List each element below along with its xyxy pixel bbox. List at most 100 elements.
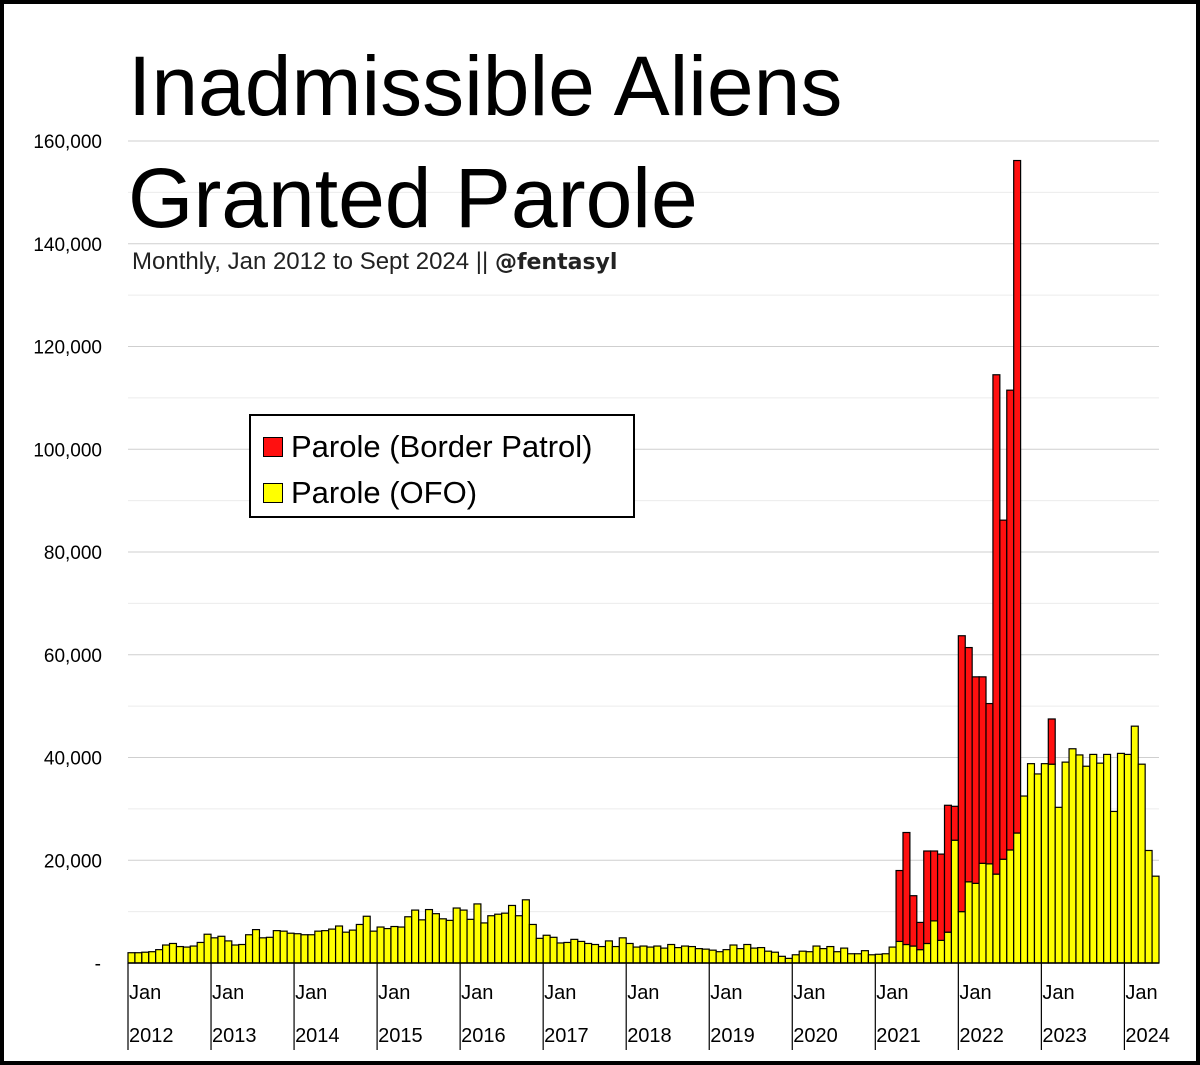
bar-ofo <box>639 945 648 964</box>
x-tick-month-label: Jan <box>876 982 908 1004</box>
x-tick-year-label: 2018 <box>627 1025 672 1047</box>
bar-ofo <box>411 909 420 964</box>
bar-ofo <box>722 949 731 964</box>
chart-subtitle: Monthly, Jan 2012 to Sept 2024 || @fenta… <box>132 248 617 276</box>
bar-ofo <box>404 916 413 964</box>
bar-ofo <box>1054 806 1063 964</box>
bar-ofo <box>279 930 288 964</box>
bar-ofo <box>459 909 468 964</box>
y-tick-label: 80,000 <box>44 543 102 564</box>
bar-ofo <box>597 945 607 964</box>
bar-ofo <box>424 908 434 964</box>
bar-border-patrol <box>1013 159 1022 834</box>
bar-ofo <box>577 940 586 964</box>
bar-ofo <box>680 945 690 964</box>
bar-border-patrol <box>916 921 925 951</box>
bar-ofo <box>258 937 267 964</box>
bar-ofo <box>860 950 869 964</box>
x-tick-year-label: 2021 <box>876 1025 921 1047</box>
bar-ofo <box>418 919 427 964</box>
bar-ofo <box>694 948 703 964</box>
legend-entry-ofo: Parole (OFO) <box>263 470 633 516</box>
x-tick-year-label: 2020 <box>793 1025 838 1047</box>
bar-ofo <box>535 937 544 964</box>
bar-ofo <box>521 899 530 964</box>
x-tick-year-label: 2016 <box>461 1025 506 1047</box>
bar-ofo <box>161 944 171 964</box>
bar-ofo <box>1075 754 1084 964</box>
bar-ofo <box>189 945 198 964</box>
bar-ofo <box>840 947 849 964</box>
bar-ofo <box>943 931 953 964</box>
bar-ofo <box>445 919 454 964</box>
bar-ofo <box>1103 753 1112 964</box>
author-handle: @fentasyl <box>494 250 618 275</box>
bar-ofo <box>210 937 219 964</box>
bar-ofo <box>909 945 918 964</box>
y-tick-label: 160,000 <box>33 132 102 153</box>
bar-ofo <box>888 946 897 964</box>
bar-ofo <box>473 903 482 964</box>
x-tick-year-label: 2022 <box>959 1025 1004 1047</box>
bar-ofo <box>1130 725 1139 964</box>
x-tick-month-label: Jan <box>461 982 493 1004</box>
bar-ofo <box>1068 748 1077 964</box>
chart-legend: Parole (Border Patrol) Parole (OFO) <box>249 414 635 518</box>
bar-ofo <box>736 948 745 964</box>
bar-ofo <box>646 946 655 964</box>
bar-ofo <box>1020 795 1029 964</box>
bar-ofo <box>466 918 475 964</box>
bar-border-patrol <box>985 702 994 865</box>
bar-ofo <box>632 946 641 964</box>
bar-ofo <box>591 943 600 964</box>
y-tick-label: 40,000 <box>44 749 102 770</box>
bar-border-patrol <box>971 676 980 884</box>
bar-border-patrol <box>909 895 918 947</box>
bar-ofo <box>881 953 890 964</box>
bar-ofo <box>985 863 994 964</box>
bar-ofo <box>507 904 517 964</box>
bar-ofo <box>1116 752 1126 964</box>
bar-ofo <box>743 943 752 964</box>
bar-ofo <box>674 946 683 964</box>
bar-ofo <box>950 839 959 964</box>
legend-swatch-border-patrol <box>263 437 283 457</box>
x-tick-year-label: 2012 <box>129 1025 174 1047</box>
bar-ofo <box>978 862 987 964</box>
bar-ofo <box>397 926 406 964</box>
bar-ofo <box>238 943 247 964</box>
subtitle-text: Monthly, Jan 2012 to Sept 2024 || <box>132 248 495 275</box>
bar-ofo <box>224 940 233 964</box>
bar-ofo <box>867 954 876 964</box>
bar-ofo <box>182 946 191 964</box>
bar-ofo <box>556 942 565 964</box>
bar-ofo <box>798 950 807 964</box>
x-tick-year-label: 2015 <box>378 1025 423 1047</box>
bar-ofo <box>701 948 710 964</box>
x-tick-year-label: 2023 <box>1042 1025 1087 1047</box>
bar-ofo <box>438 918 447 964</box>
bar-ofo <box>936 939 946 964</box>
bar-ofo <box>923 942 932 964</box>
bar-ofo <box>334 925 344 964</box>
bar-ofo <box>805 951 814 964</box>
bar-ofo <box>604 940 613 964</box>
bar-ofo <box>853 953 863 964</box>
bar-ofo <box>514 915 524 964</box>
bar-ofo <box>826 945 835 964</box>
bar-ofo <box>1040 763 1049 964</box>
bar-ofo <box>494 913 503 964</box>
bar-border-patrol <box>1047 718 1056 765</box>
bar-ofo <box>1026 763 1036 964</box>
x-tick-year-label: 2019 <box>710 1025 755 1047</box>
bar-ofo <box>729 944 738 964</box>
bar-ofo <box>770 951 780 964</box>
bar-ofo <box>1047 763 1056 964</box>
bar-ofo <box>328 928 337 964</box>
bar-ofo <box>341 931 351 964</box>
bar-ofo <box>134 952 143 964</box>
bar-ofo <box>1144 849 1153 964</box>
bar-ofo <box>812 945 821 964</box>
legend-label-ofo: Parole (OFO) <box>291 475 478 510</box>
